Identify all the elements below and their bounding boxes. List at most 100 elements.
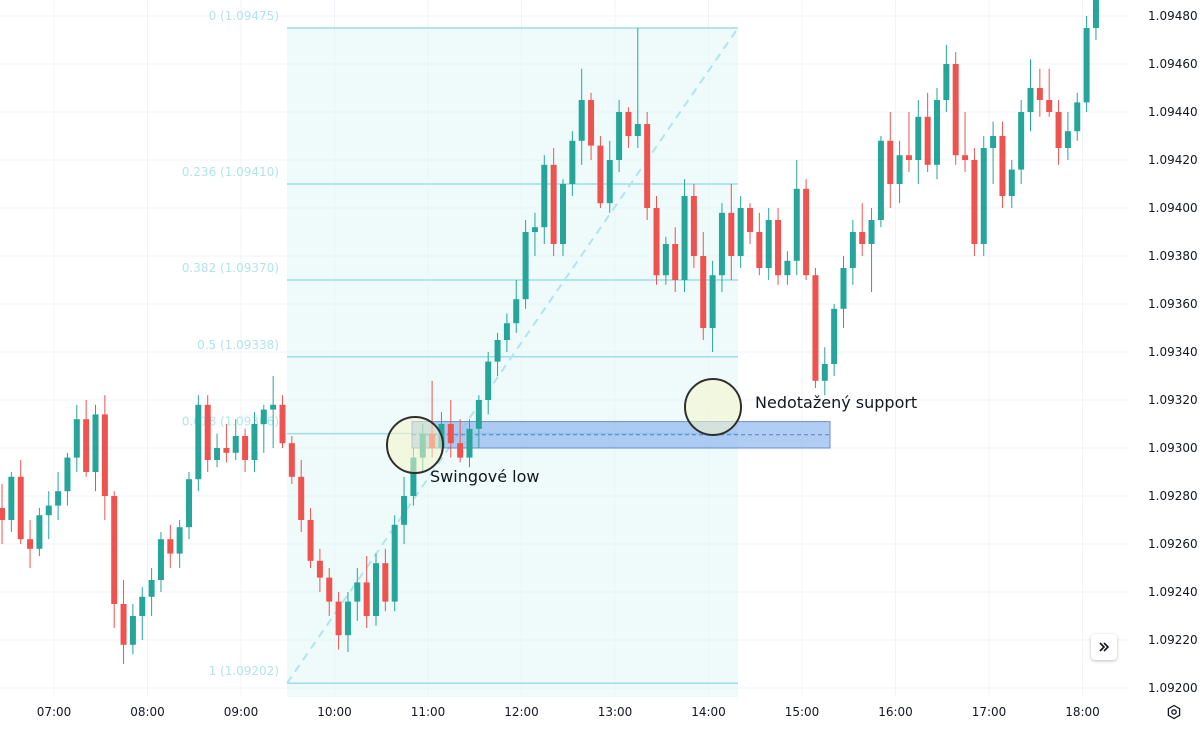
candle-body	[17, 476, 24, 540]
candle-body	[503, 323, 510, 340]
candle-body	[625, 112, 632, 136]
time-tick-label: 15:00	[785, 705, 820, 719]
fib-background	[287, 28, 738, 697]
candle-body	[391, 524, 398, 602]
candle-body	[83, 419, 90, 472]
candle-body	[831, 308, 838, 364]
candle-body	[1055, 112, 1062, 148]
candle-body	[597, 145, 604, 204]
time-tick-label: 13:00	[598, 705, 633, 719]
candle-body	[1092, 0, 1099, 28]
candle-body	[644, 124, 651, 208]
candle-body	[934, 100, 940, 165]
price-tick-label: 1.09220	[1148, 633, 1198, 647]
candle-body	[569, 140, 576, 184]
candle-body	[344, 601, 351, 636]
candle-body	[859, 232, 866, 244]
candle-body	[747, 208, 753, 232]
candle-body	[606, 160, 613, 204]
candle-body	[36, 515, 43, 549]
support-label: Nedotažený support	[755, 393, 917, 412]
candle-body	[354, 582, 361, 602]
candle-body	[718, 212, 725, 276]
candle-body	[204, 404, 211, 460]
candle-body	[653, 208, 660, 276]
double-chevron-right-icon	[1099, 642, 1110, 652]
price-tick-label: 1.09360	[1148, 297, 1198, 311]
price-tick-label: 1.09240	[1148, 585, 1198, 599]
fibonacci-retracement[interactable]: 0 (1.09475) 0.236 (1.09410) 0.382 (1.09370…	[182, 9, 739, 697]
candle-body	[560, 184, 566, 244]
candle-body	[148, 580, 155, 597]
candle-body	[363, 582, 370, 616]
candle-body	[242, 436, 249, 460]
candle-body	[924, 116, 931, 165]
candle-body	[1008, 169, 1015, 196]
candle-body	[550, 164, 557, 244]
candle-body	[531, 227, 538, 232]
candle-body	[887, 140, 894, 184]
price-tick-label: 1.09420	[1148, 153, 1198, 167]
price-tick-label: 1.09400	[1148, 201, 1198, 215]
swing-low-circle	[386, 416, 444, 474]
time-tick-label: 14:00	[691, 705, 726, 719]
candle-body	[475, 400, 482, 429]
time-tick-label: 16:00	[878, 705, 913, 719]
fib-trend-line	[286, 27, 739, 684]
candle-body	[92, 414, 99, 472]
candle-body	[690, 196, 697, 256]
candle-body	[943, 64, 950, 100]
candle-body	[401, 496, 408, 525]
time-tick-label: 12:00	[504, 705, 539, 719]
candle-body	[905, 155, 912, 160]
candle-body	[0, 508, 5, 520]
fib-level-label: 0 (1.09475)	[209, 9, 279, 23]
time-tick-label: 09:00	[224, 705, 259, 719]
candle-body	[279, 404, 286, 444]
candle-body	[1027, 88, 1034, 112]
candle-body	[316, 560, 323, 578]
candle-body	[952, 64, 959, 156]
candle-body	[999, 136, 1006, 196]
candle-body	[513, 299, 520, 324]
candle-body	[588, 100, 595, 146]
candle-body	[709, 275, 716, 328]
price-axis[interactable]: 1.09200 1.09220 1.09240 1.09260 1.09280 1.093…	[1148, 9, 1198, 695]
candle-body	[971, 160, 978, 244]
candle-body	[962, 155, 969, 160]
price-tick-label: 1.09300	[1148, 441, 1198, 455]
candle-body	[223, 448, 230, 453]
fib-level-label: 0.382 (1.09370)	[182, 261, 279, 275]
candle-body	[73, 419, 80, 458]
candle-body	[784, 260, 791, 276]
time-axis[interactable]: 07:00 08:00 09:00 10:00 11:00 12:00 13:00 14:00…	[37, 705, 1100, 719]
candle-body	[157, 539, 164, 580]
price-tick-label: 1.09480	[1148, 9, 1198, 23]
candle-body	[1064, 131, 1071, 148]
candle-body	[214, 448, 221, 460]
candle-body	[728, 212, 735, 256]
price-tick-label: 1.09460	[1148, 57, 1198, 71]
settings-button[interactable]	[1164, 702, 1184, 722]
candle-body	[1046, 100, 1053, 112]
candle-body	[672, 244, 679, 280]
settings-icon	[1167, 704, 1181, 720]
fib-level-label: 0.5 (1.09338)	[197, 338, 279, 352]
candle-body	[298, 476, 305, 520]
candle-body	[737, 208, 744, 256]
candle-body	[373, 563, 379, 616]
candle-body	[101, 414, 108, 496]
candle-body	[1036, 88, 1043, 100]
candle-body	[849, 232, 856, 268]
candle-body	[485, 361, 492, 400]
candle-body	[681, 196, 688, 280]
candle-body	[410, 457, 417, 496]
scroll-to-realtime-button[interactable]	[1091, 634, 1117, 660]
price-tick-label: 1.09260	[1148, 537, 1198, 551]
candle-body	[634, 124, 641, 136]
time-tick-label: 08:00	[130, 705, 165, 719]
candle-body	[1074, 102, 1081, 132]
candle-body	[578, 100, 585, 141]
candle-body	[990, 136, 997, 148]
